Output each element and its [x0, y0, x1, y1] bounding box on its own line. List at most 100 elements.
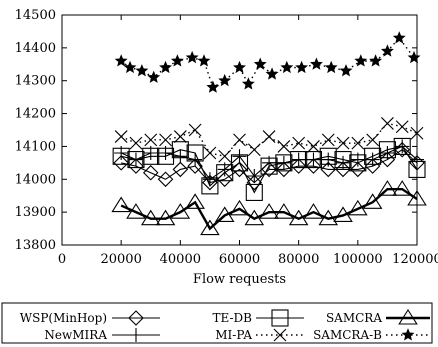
data-point: [348, 199, 368, 216]
data-point: [185, 50, 199, 64]
data-point: [113, 155, 129, 171]
data-point: [214, 206, 235, 222]
data-point: [351, 136, 365, 150]
legend-marker: [271, 309, 289, 327]
data-point: [290, 158, 307, 174]
data-point: [114, 54, 128, 67]
data-point: [295, 60, 309, 74]
x-tick-label: 60000: [219, 252, 260, 267]
data-point: [129, 136, 143, 150]
data-point: [170, 54, 184, 67]
legend-marker: [128, 310, 144, 326]
data-point: [362, 193, 383, 209]
data-point: [392, 180, 413, 196]
data-point: [186, 144, 204, 162]
data-point: [233, 133, 246, 147]
data-point: [377, 180, 398, 196]
data-point: [173, 130, 187, 143]
data-point: [303, 203, 324, 219]
data-point: [395, 120, 409, 134]
x-tick-label: 0: [58, 252, 66, 267]
data-point: [260, 157, 278, 175]
data-point: [245, 183, 263, 201]
data-point: [111, 196, 131, 213]
data-point: [410, 152, 424, 167]
data-point: [364, 147, 382, 165]
data-point: [247, 169, 262, 183]
data-point: [290, 151, 308, 169]
series-samcra: [111, 180, 427, 236]
data-point: [349, 154, 367, 172]
data-point: [200, 219, 220, 236]
x-tick-label: 20000: [100, 252, 141, 267]
data-point: [123, 60, 137, 74]
legend-label: NewMIRA: [44, 328, 107, 342]
series-newmira: [114, 139, 424, 187]
legend-marker: [273, 328, 287, 342]
data-point: [140, 209, 161, 226]
data-point: [201, 177, 219, 195]
y-tick-label: 13900: [15, 205, 56, 220]
data-point: [393, 137, 411, 155]
data-point: [171, 141, 189, 159]
data-point: [127, 151, 145, 169]
legend-marker: [401, 328, 415, 341]
legend-marker: [398, 308, 418, 325]
data-point: [197, 54, 211, 67]
x-tick-label: 40000: [160, 252, 201, 267]
y-tick-label: 13800: [15, 238, 56, 253]
data-point: [142, 164, 159, 181]
data-point: [144, 133, 158, 147]
x-tick-label: 120000: [392, 252, 438, 267]
y-tick-label: 14500: [15, 8, 56, 23]
y-tick-label: 14000: [15, 172, 56, 187]
data-point: [147, 70, 161, 83]
data-point: [229, 199, 250, 216]
series-line: [121, 145, 418, 194]
data-point: [172, 161, 189, 178]
data-point: [354, 54, 368, 67]
data-point: [259, 203, 279, 219]
data-point: [253, 57, 267, 70]
data-point: [206, 80, 220, 93]
data-point: [410, 126, 424, 140]
data-point: [366, 133, 380, 147]
data-point: [334, 151, 352, 169]
legend-label: TE-DB: [213, 311, 253, 325]
data-point: [320, 161, 337, 178]
legend-label: SAMCRA: [326, 311, 382, 325]
data-point: [128, 158, 144, 174]
data-point: [305, 158, 322, 174]
data-point: [159, 133, 172, 147]
data-point: [159, 60, 172, 74]
data-point: [369, 54, 383, 67]
x-tick-label: 100000: [333, 252, 383, 267]
data-point: [246, 174, 263, 191]
data-point: [378, 141, 396, 159]
data-point: [244, 209, 265, 226]
data-point: [202, 174, 218, 191]
y-tick-label: 14100: [15, 139, 56, 154]
data-point: [156, 147, 175, 165]
data-point: [216, 164, 234, 182]
legend-label: MI-PA: [215, 328, 252, 342]
data-point: [321, 133, 335, 147]
data-point: [380, 44, 394, 57]
x-tick-label: 80000: [278, 252, 319, 267]
data-point: [114, 130, 128, 143]
data-point: [265, 67, 279, 80]
series-line: [120, 122, 418, 158]
data-point: [218, 149, 232, 163]
data-point: [350, 161, 366, 178]
data-point: [112, 147, 130, 165]
series-mi-pa: [114, 117, 424, 163]
data-point: [135, 64, 149, 77]
data-point: [126, 203, 146, 219]
data-point: [203, 146, 217, 160]
y-tick-label: 14300: [15, 74, 56, 89]
data-point: [333, 206, 353, 222]
data-point: [241, 77, 255, 90]
data-point: [292, 136, 306, 150]
data-point: [309, 57, 323, 70]
legend-label: WSP(MinHop): [20, 311, 107, 325]
